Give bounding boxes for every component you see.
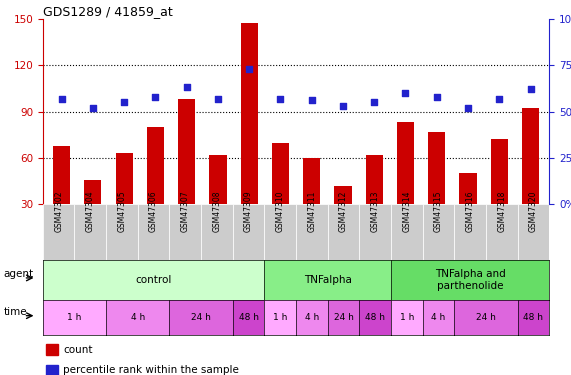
Bar [138, 204, 170, 260]
Point [339, 103, 348, 109]
Text: GSM47320: GSM47320 [529, 190, 538, 232]
Text: 4 h: 4 h [431, 313, 445, 322]
Bar [460, 173, 477, 251]
Text: GSM47306: GSM47306 [149, 190, 158, 232]
Text: GSM47318: GSM47318 [497, 191, 506, 232]
Bar [335, 186, 352, 251]
Bar [233, 204, 264, 260]
Bar [46, 344, 58, 355]
Point [432, 94, 441, 100]
Point [276, 96, 285, 102]
Bar [240, 23, 258, 251]
Text: GSM47313: GSM47313 [371, 190, 380, 232]
Text: percentile rank within the sample: percentile rank within the sample [63, 365, 239, 375]
Text: GSM47308: GSM47308 [212, 190, 222, 232]
Bar [303, 158, 320, 251]
Bar [43, 204, 74, 260]
Bar [328, 204, 359, 260]
Bar [106, 204, 138, 260]
Bar [264, 204, 296, 260]
Bar [518, 204, 549, 260]
Text: GSM47307: GSM47307 [181, 190, 190, 232]
Bar [455, 204, 486, 260]
Point [307, 98, 316, 104]
Text: GSM47314: GSM47314 [403, 190, 411, 232]
Point [151, 94, 160, 100]
Bar [85, 180, 102, 251]
Point [57, 96, 66, 102]
Text: TNFalpha: TNFalpha [304, 275, 352, 285]
Point [464, 105, 473, 111]
Point [214, 96, 223, 102]
Bar [428, 132, 445, 251]
Bar [170, 204, 201, 260]
Bar [359, 204, 391, 260]
Bar [115, 153, 132, 251]
Text: 24 h: 24 h [191, 313, 211, 322]
Text: control: control [135, 275, 172, 285]
Point [182, 84, 191, 90]
Text: GSM47309: GSM47309 [244, 190, 253, 232]
Text: 4 h: 4 h [131, 313, 145, 322]
Text: 1 h: 1 h [273, 313, 287, 322]
Text: GSM47304: GSM47304 [86, 190, 95, 232]
Point [494, 96, 504, 102]
Bar [486, 204, 518, 260]
Bar [272, 142, 289, 251]
Text: GSM47305: GSM47305 [118, 190, 126, 232]
Text: 48 h: 48 h [365, 313, 385, 322]
Bar [46, 364, 58, 375]
Text: GDS1289 / 41859_at: GDS1289 / 41859_at [43, 4, 172, 18]
Text: GSM47310: GSM47310 [276, 190, 285, 232]
Text: 4 h: 4 h [305, 313, 319, 322]
Text: agent: agent [3, 269, 34, 279]
Text: 24 h: 24 h [333, 313, 353, 322]
Text: 48 h: 48 h [524, 313, 544, 322]
Text: time: time [3, 307, 27, 317]
Text: GSM47312: GSM47312 [339, 191, 348, 232]
Bar [210, 155, 227, 251]
Text: GSM47315: GSM47315 [434, 190, 443, 232]
Text: count: count [63, 345, 93, 355]
Bar [522, 108, 539, 251]
Point [526, 86, 535, 92]
Bar [397, 122, 414, 251]
Text: GSM47316: GSM47316 [466, 190, 475, 232]
Text: 1 h: 1 h [400, 313, 414, 322]
Bar [201, 204, 233, 260]
Text: TNFalpha and
parthenolide: TNFalpha and parthenolide [435, 269, 505, 291]
Text: GSM47302: GSM47302 [54, 190, 63, 232]
Bar [490, 140, 508, 251]
Point [401, 90, 410, 96]
Bar [53, 146, 70, 251]
Text: GSM47311: GSM47311 [307, 191, 316, 232]
Point [244, 66, 254, 72]
Bar [74, 204, 106, 260]
Text: 24 h: 24 h [476, 313, 496, 322]
Point [369, 99, 379, 105]
Bar [296, 204, 328, 260]
Text: 48 h: 48 h [239, 313, 259, 322]
Text: 1 h: 1 h [67, 313, 82, 322]
Bar [365, 155, 383, 251]
Point [119, 99, 128, 105]
Bar [391, 204, 423, 260]
Point [89, 105, 98, 111]
Bar [423, 204, 455, 260]
Bar [147, 127, 164, 251]
Bar [178, 99, 195, 251]
